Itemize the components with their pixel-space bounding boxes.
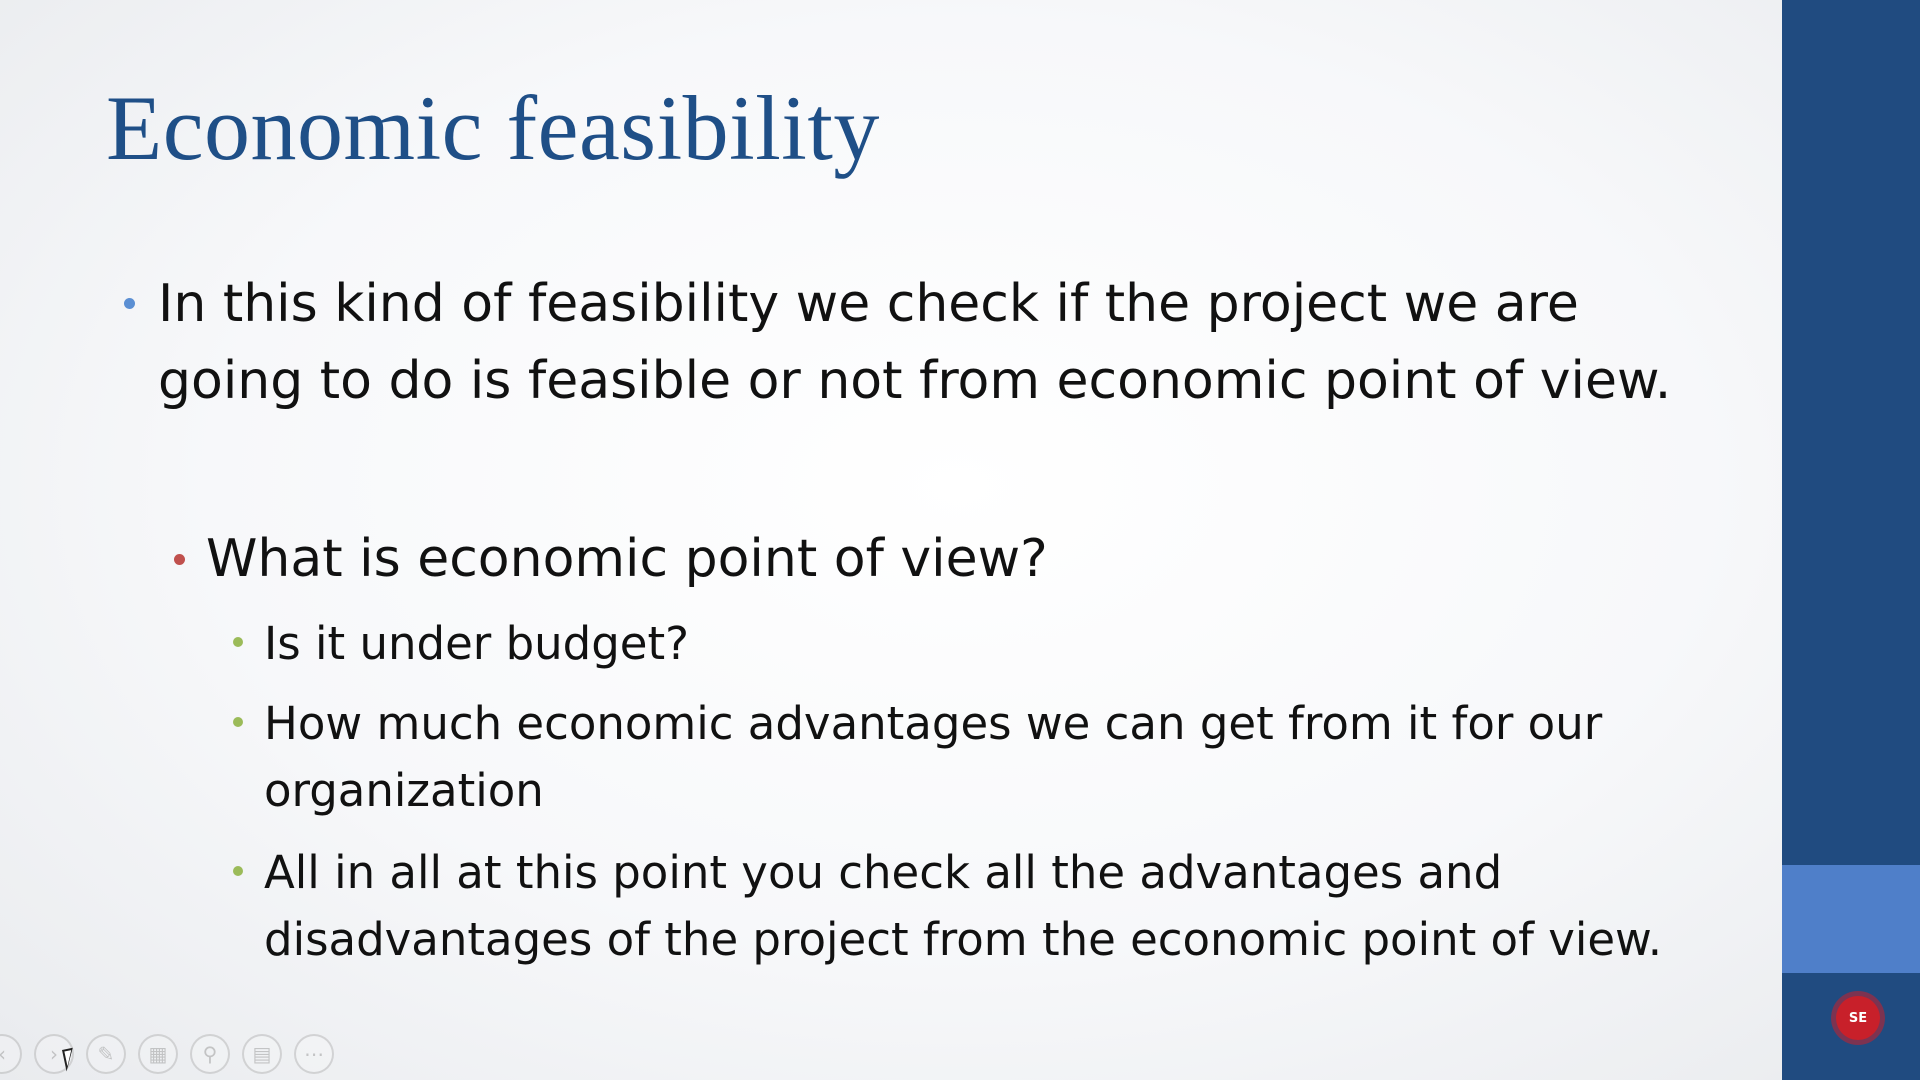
bullet-dot-icon — [233, 866, 243, 876]
slides-icon[interactable]: ▦ — [138, 1034, 178, 1074]
slideshow-toolbar: ‹ › ✎ ▦ ⚲ ▤ ⋯ — [0, 1030, 334, 1078]
bullet-level-3: Is it under budget? — [233, 610, 1704, 677]
logo: SE — [1836, 996, 1880, 1040]
zoom-icon[interactable]: ⚲ — [190, 1034, 230, 1074]
slide-content: In this kind of feasibility we check if … — [124, 266, 1704, 973]
decorative-band-accent — [1782, 865, 1920, 973]
bullet-text: All in all at this point you check all t… — [264, 846, 1663, 966]
bullet-text: How much economic advantages we can get … — [264, 697, 1603, 817]
bullet-level-2: What is economic point of view? — [174, 524, 1606, 594]
previous-icon[interactable]: ‹ — [0, 1034, 22, 1074]
bullet-level-1: In this kind of feasibility we check if … — [124, 266, 1698, 420]
bullet-dot-icon — [174, 554, 185, 565]
bullet-level-3: How much economic advantages we can get … — [233, 690, 1704, 824]
bullet-level-3: All in all at this point you check all t… — [233, 839, 1704, 973]
logo-text: SE — [1848, 1010, 1868, 1026]
more-options-icon[interactable]: ⋯ — [294, 1034, 334, 1074]
bullet-text: Is it under budget? — [264, 617, 689, 670]
slide-title: Economic feasibility — [106, 77, 880, 179]
subtitle-icon[interactable]: ▤ — [242, 1034, 282, 1074]
bullet-dot-icon — [124, 298, 135, 309]
bullet-dot-icon — [233, 637, 243, 647]
bullet-text: In this kind of feasibility we check if … — [158, 274, 1672, 411]
pen-icon[interactable]: ✎ — [86, 1034, 126, 1074]
bullet-text: What is economic point of view? — [206, 529, 1048, 589]
bullet-dot-icon — [233, 717, 243, 727]
